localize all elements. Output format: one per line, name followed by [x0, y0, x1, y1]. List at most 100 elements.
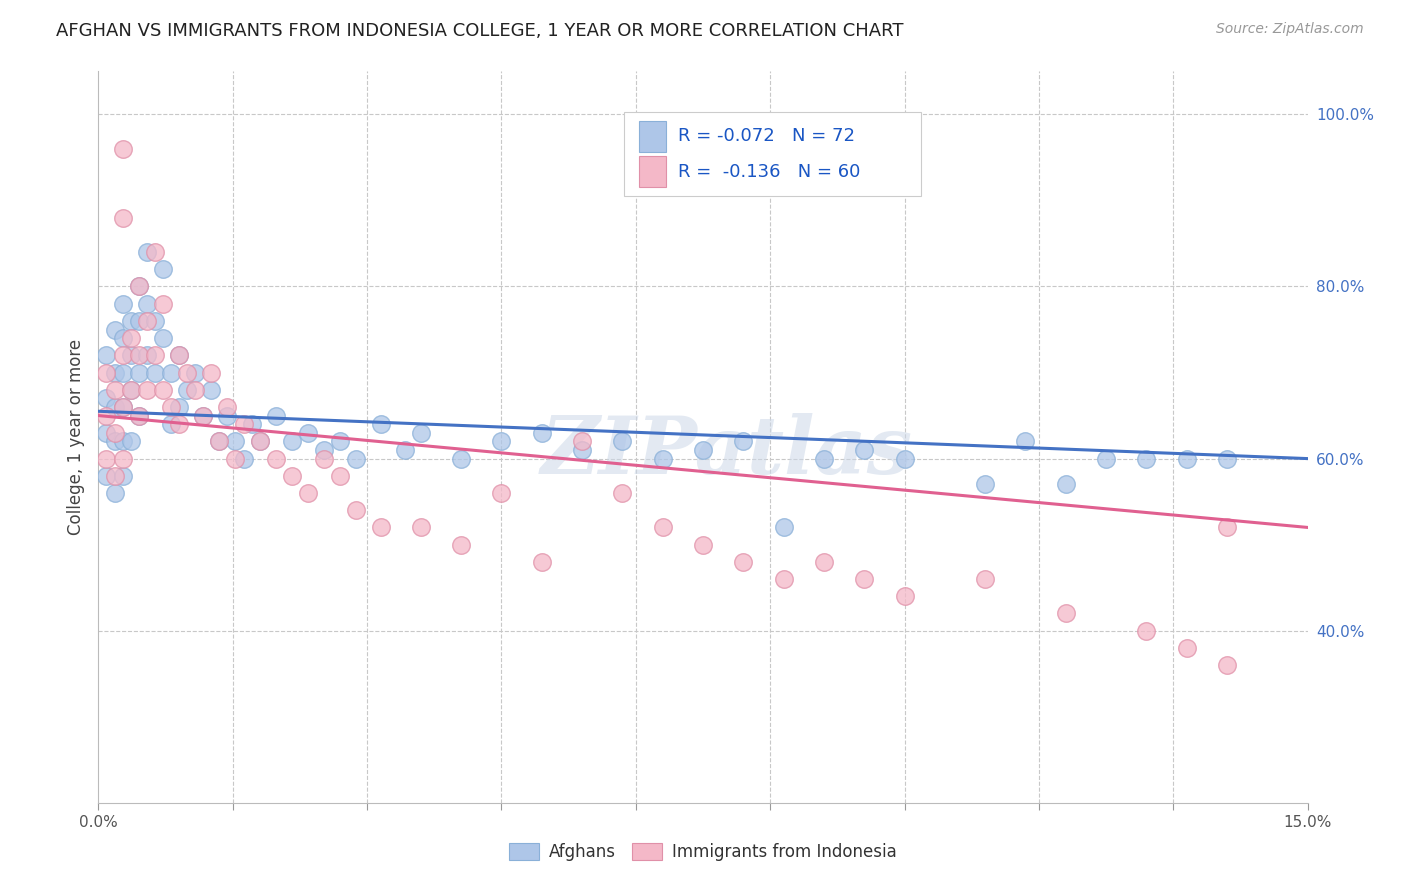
Point	[120, 383, 142, 397]
Point	[1175, 451, 1198, 466]
Point	[344, 451, 367, 466]
Point	[409, 425, 432, 440]
Point	[1054, 477, 1077, 491]
Point	[232, 451, 254, 466]
Point	[152, 262, 174, 277]
Point	[103, 383, 125, 397]
Point	[692, 538, 714, 552]
Point	[297, 425, 319, 440]
Point	[1054, 607, 1077, 621]
Point	[1175, 640, 1198, 655]
Point	[167, 400, 190, 414]
Text: R =  -0.136   N = 60: R = -0.136 N = 60	[678, 162, 860, 180]
Point	[111, 400, 134, 414]
Point	[571, 434, 593, 449]
Point	[135, 245, 157, 260]
Point	[103, 322, 125, 336]
Point	[813, 555, 835, 569]
Point	[329, 468, 352, 483]
Point	[176, 366, 198, 380]
Point	[409, 520, 432, 534]
Point	[184, 366, 207, 380]
Point	[530, 425, 553, 440]
Point	[491, 486, 513, 500]
Point	[111, 331, 134, 345]
Point	[128, 348, 150, 362]
Point	[370, 417, 392, 432]
Point	[651, 451, 673, 466]
Point	[160, 417, 183, 432]
Point	[135, 383, 157, 397]
Point	[120, 331, 142, 345]
Point	[1135, 451, 1157, 466]
Point	[224, 451, 246, 466]
Point	[103, 366, 125, 380]
Point	[120, 383, 142, 397]
Point	[143, 348, 166, 362]
Point	[176, 383, 198, 397]
Point	[208, 434, 231, 449]
Point	[143, 314, 166, 328]
Point	[184, 383, 207, 397]
Legend: Afghans, Immigrants from Indonesia: Afghans, Immigrants from Indonesia	[502, 836, 904, 868]
Point	[612, 434, 634, 449]
Text: R = -0.072   N = 72: R = -0.072 N = 72	[678, 128, 855, 145]
Text: AFGHAN VS IMMIGRANTS FROM INDONESIA COLLEGE, 1 YEAR OR MORE CORRELATION CHART: AFGHAN VS IMMIGRANTS FROM INDONESIA COLL…	[56, 22, 904, 40]
Point	[193, 409, 215, 423]
Point	[96, 409, 118, 423]
Point	[249, 434, 271, 449]
Y-axis label: College, 1 year or more: College, 1 year or more	[67, 339, 86, 535]
Point	[128, 279, 150, 293]
Point	[232, 417, 254, 432]
Point	[103, 434, 125, 449]
Point	[1216, 451, 1239, 466]
FancyBboxPatch shape	[624, 112, 921, 195]
Point	[853, 572, 876, 586]
Point	[893, 589, 915, 603]
Point	[651, 520, 673, 534]
Point	[314, 442, 336, 457]
Point	[281, 468, 304, 483]
Point	[96, 451, 118, 466]
Point	[135, 296, 157, 310]
Point	[772, 520, 794, 534]
Point	[297, 486, 319, 500]
FancyBboxPatch shape	[638, 156, 665, 187]
Point	[733, 555, 755, 569]
Point	[96, 392, 118, 406]
Point	[120, 434, 142, 449]
Point	[200, 366, 222, 380]
Point	[135, 348, 157, 362]
Point	[152, 331, 174, 345]
Point	[111, 400, 134, 414]
Point	[167, 417, 190, 432]
Point	[612, 486, 634, 500]
Point	[111, 468, 134, 483]
Point	[853, 442, 876, 457]
Point	[111, 211, 134, 225]
Point	[733, 434, 755, 449]
Point	[111, 434, 134, 449]
Point	[193, 409, 215, 423]
Point	[1216, 520, 1239, 534]
Point	[571, 442, 593, 457]
Point	[893, 451, 915, 466]
Point	[1095, 451, 1118, 466]
Point	[120, 314, 142, 328]
Point	[772, 572, 794, 586]
Point	[394, 442, 416, 457]
Point	[111, 142, 134, 156]
Text: ZIPatlas: ZIPatlas	[541, 413, 914, 491]
Point	[135, 314, 157, 328]
Point	[450, 451, 472, 466]
Point	[96, 425, 118, 440]
Point	[974, 477, 997, 491]
Text: Source: ZipAtlas.com: Source: ZipAtlas.com	[1216, 22, 1364, 37]
Point	[1135, 624, 1157, 638]
Point	[103, 425, 125, 440]
Point	[128, 409, 150, 423]
Point	[111, 296, 134, 310]
Point	[160, 400, 183, 414]
Point	[208, 434, 231, 449]
Point	[152, 383, 174, 397]
